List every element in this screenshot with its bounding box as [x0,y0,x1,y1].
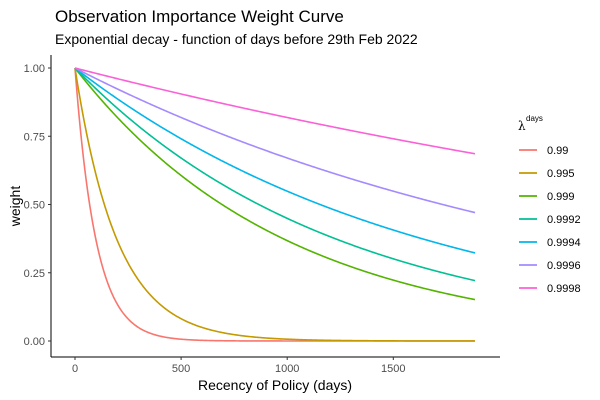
y-tick-label: 1.00 [24,63,45,75]
legend-label-0-9998: 0.9998 [547,283,581,295]
legend-label-0-995: 0.995 [547,168,575,180]
legend-label-0-9994: 0.9994 [547,237,581,249]
series-line-0-9992 [74,67,476,282]
legend-title-lambda: λ [518,119,526,133]
series-line-0-9996 [74,67,476,214]
legend-label-0-9992: 0.9992 [547,214,581,226]
series-line-0-995 [74,67,475,342]
y-tick-label: 0.50 [24,200,45,212]
series-layer [74,67,476,342]
x-tick-label: 1500 [381,363,405,375]
legend-items: 0.99 0.995 0.999 0.9992 0.9994 0.9996 0.9998 [519,145,581,295]
x-axis-title: Recency of Policy (days) [198,377,352,393]
y-tick-label: 0.00 [24,336,45,348]
x-tick-label: 1000 [275,363,299,375]
y-tick-label: 0.25 [24,268,45,280]
legend-label-0-9996: 0.9996 [547,260,581,272]
x-tick-label: 500 [172,363,190,375]
series-line-0-9998 [74,67,476,155]
series-line-0-99 [74,67,475,342]
y-axis-title: weight [7,186,23,228]
series-line-0-999 [74,67,476,301]
chart-subtitle: Exponential decay - function of days bef… [55,31,418,47]
x-axis-ticks: 0 500 1000 1500 [72,357,406,375]
legend-title-superscript: days [526,114,543,123]
x-tick-label: 0 [72,363,78,375]
y-axis-ticks: 0.00 0.25 0.50 0.75 1.00 [24,63,51,348]
legend-label-0-999: 0.999 [547,191,575,203]
y-tick-label: 0.75 [24,131,45,143]
chart-title: Observation Importance Weight Curve [55,7,344,26]
series-line-0-9994 [74,67,476,254]
legend: λ days 0.990.9950.9990.99920.99940.99960… [518,114,581,295]
legend-label-0-99: 0.99 [547,145,568,157]
